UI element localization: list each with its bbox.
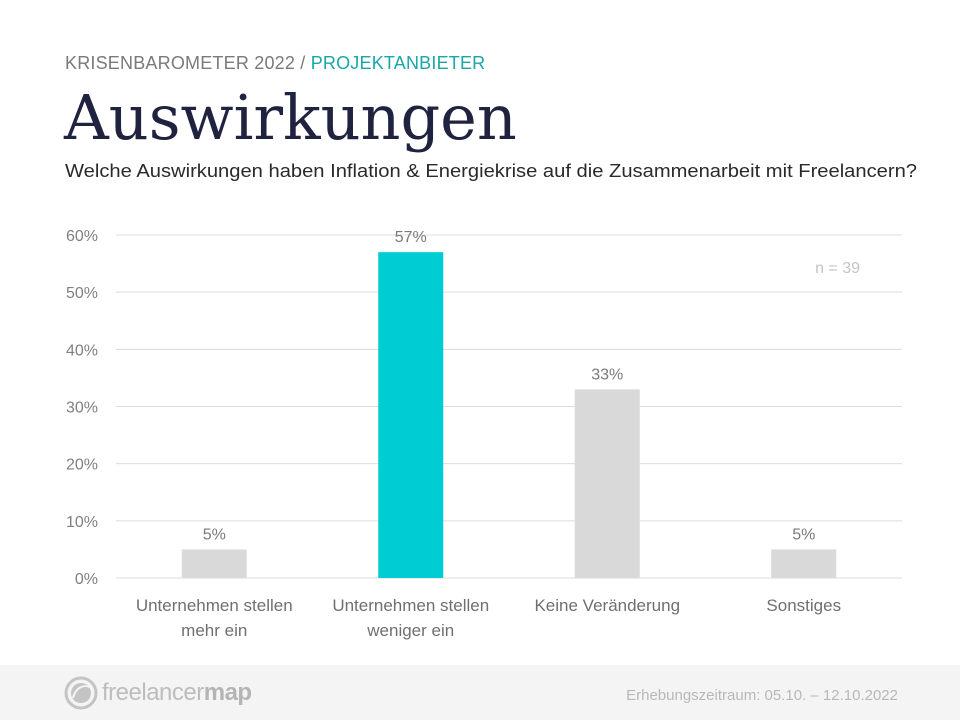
value-labels: 5% 57% 33% 5% [203, 229, 816, 543]
y-tick-label: 0% [75, 571, 98, 588]
bar [771, 549, 837, 578]
bars [181, 252, 837, 578]
freelancermap-logo: freelancermap [64, 675, 252, 711]
kicker-accent: PROJEKTANBIETER [310, 53, 486, 73]
x-category-label: Sonstiges [766, 596, 841, 615]
x-category-label: Keine Veränderung [534, 596, 680, 615]
logo-text-bold: map [203, 679, 252, 706]
y-axis-ticks: 0% 10% 20% 30% 40% 50% 60% [66, 228, 98, 588]
bar-chart: 0% 10% 20% 30% 40% 50% 60% 5% 57% 33% 5% Unterneh… [66, 228, 902, 640]
y-tick-label: 60% [66, 228, 98, 245]
bar-value-label: 57% [395, 229, 427, 246]
y-tick-label: 10% [66, 514, 98, 531]
chart-question: Welche Auswirkungen haben Inflation & En… [65, 161, 917, 181]
x-category-label: Unternehmen stellen mehr ein [136, 596, 293, 640]
x-axis-labels: Unternehmen stellen mehr ein Unternehmen s… [136, 596, 841, 640]
kicker: KRISENBAROMETER 2022 / PROJEKTANBIETER [65, 53, 485, 74]
x-category-label: Unternehmen stellen weniger ein [332, 596, 489, 640]
y-tick-label: 50% [66, 285, 98, 302]
gridlines [116, 234, 902, 579]
footer: freelancermap Erhebungszeitraum: 05.10. … [0, 665, 960, 720]
logo-text-light: freelancer [102, 679, 204, 706]
bar [181, 549, 247, 578]
logo-wordmark: freelancermap [102, 679, 252, 707]
y-tick-label: 20% [66, 457, 98, 474]
sample-size-annotation: n = 39 [815, 260, 860, 277]
kicker-main: KRISENBAROMETER 2022 / [65, 53, 311, 73]
y-tick-label: 30% [66, 400, 98, 417]
y-tick-label: 40% [66, 342, 98, 359]
bar-value-label: 33% [591, 366, 623, 383]
bar-value-label: 5% [203, 526, 226, 543]
globe-logo-icon [64, 676, 98, 710]
bar [574, 389, 640, 578]
bar [378, 252, 444, 578]
survey-period: Erhebungszeitraum: 05.10. – 12.10.2022 [626, 687, 898, 704]
page-title: Auswirkungen [64, 81, 517, 154]
bar-value-label: 5% [792, 526, 815, 543]
